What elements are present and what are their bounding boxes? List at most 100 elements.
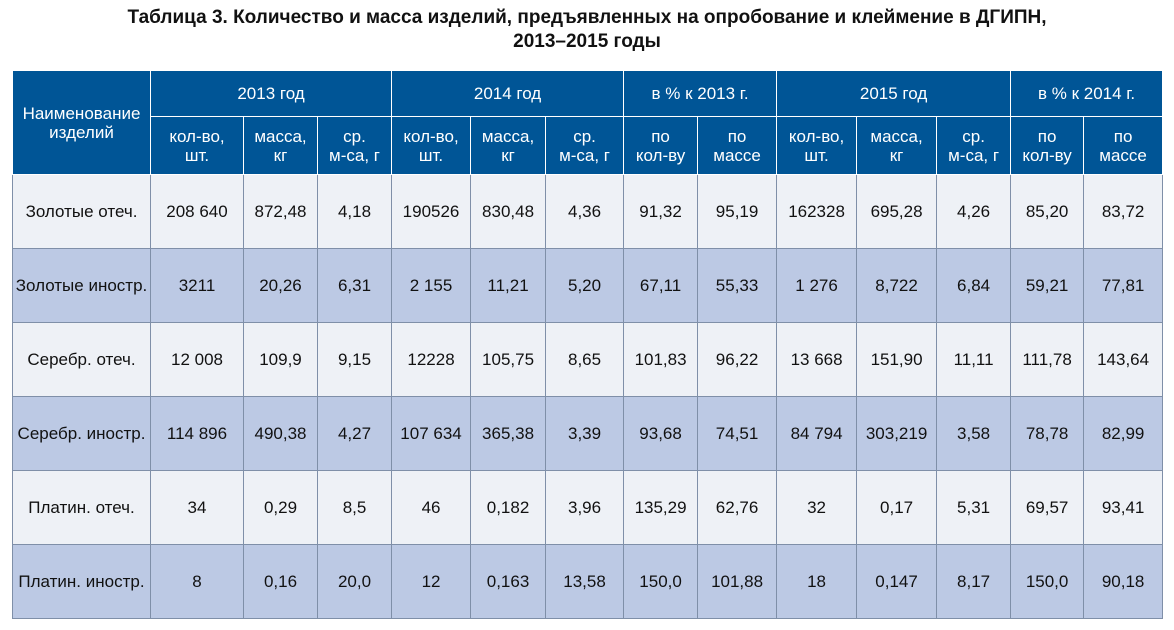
table-cell: 18 [776, 544, 858, 619]
table-cell: 55,33 [697, 248, 778, 323]
table-cell: 0,147 [856, 544, 938, 619]
table-row: Платин. отеч. 34 0,29 8,5 46 0,182 3,96 135,29 6… [12, 470, 1164, 545]
row-name-cell: Серебр. отеч. [12, 322, 151, 397]
table-cell: 3211 [150, 248, 244, 323]
table-cell: 62,76 [697, 470, 778, 545]
table-cell: 151,90 [856, 322, 938, 397]
table-cell: 77,81 [1083, 248, 1164, 323]
table-cell: 4,36 [545, 174, 625, 249]
table-cell: 107 634 [391, 396, 472, 471]
table-cell: 78,78 [1010, 396, 1085, 471]
row-name-cell: Золотые отеч. [12, 174, 151, 249]
table-cell: 74,51 [697, 396, 778, 471]
group-header-pct-2014: в % к 2014 г. [1010, 70, 1164, 117]
table-cell: 150,0 [1010, 544, 1085, 619]
subheader-cell: масса, кг [470, 116, 547, 175]
group-header-2013: 2013 год [149, 70, 393, 117]
subheader-cell: масса, кг [856, 116, 938, 175]
table-row: Платин. иностр. 8 0,16 20,0 12 0,163 13,58 150,… [12, 544, 1164, 619]
table-cell: 0,16 [243, 544, 318, 619]
table-cell: 91,32 [623, 174, 699, 249]
row-name-cell: Золотые иностр. [12, 248, 151, 323]
table-cell: 101,88 [697, 544, 778, 619]
table-cell: 5,31 [936, 470, 1012, 545]
table-cell: 8,65 [545, 322, 625, 397]
table-cell: 90,18 [1083, 544, 1164, 619]
table-cell: 8 [150, 544, 244, 619]
table-cell: 6,84 [936, 248, 1012, 323]
row-name-cell: Платин. иностр. [12, 544, 151, 619]
title-line-1: Таблица 3. Количество и масса изделий, п… [127, 7, 1047, 28]
table-cell: 46 [391, 470, 472, 545]
table-cell: 5,20 [545, 248, 625, 323]
table-cell: 0,163 [470, 544, 547, 619]
table-cell: 3,96 [545, 470, 625, 545]
table-cell: 1 276 [776, 248, 858, 323]
group-header-2014: 2014 год [391, 70, 625, 117]
table-header: Наименование изделий 2013 год 2014 год в… [12, 70, 1164, 175]
table-cell: 8,722 [856, 248, 938, 323]
table-cell: 12228 [391, 322, 472, 397]
table-cell: 34 [150, 470, 244, 545]
table-cell: 101,83 [623, 322, 699, 397]
subheader-cell: ср. м-са, г [545, 116, 625, 175]
table-cell: 150,0 [623, 544, 699, 619]
table-cell: 872,48 [243, 174, 318, 249]
table-cell: 208 640 [150, 174, 244, 249]
table-cell: 162328 [776, 174, 858, 249]
table-cell: 4,18 [316, 174, 393, 249]
table-cell: 67,11 [623, 248, 699, 323]
table-cell: 20,0 [316, 544, 393, 619]
table-cell: 84 794 [776, 396, 858, 471]
table-cell: 6,31 [316, 248, 393, 323]
table-cell: 0,17 [856, 470, 938, 545]
table-cell: 93,68 [623, 396, 699, 471]
table-cell: 303,219 [856, 396, 938, 471]
subheader-cell: ср. м-са, г [316, 116, 393, 175]
group-header-pct-2013: в % к 2013 г. [623, 70, 778, 117]
subheader-cell: по массе [697, 116, 778, 175]
table-cell: 95,19 [697, 174, 778, 249]
table-cell: 2 155 [391, 248, 472, 323]
table-cell: 143,64 [1083, 322, 1164, 397]
data-table: Наименование изделий 2013 год 2014 год в… [12, 70, 1164, 619]
table-cell: 32 [776, 470, 858, 545]
table-cell: 3,58 [936, 396, 1012, 471]
table-cell: 93,41 [1083, 470, 1164, 545]
row-name-cell: Платин. отеч. [12, 470, 151, 545]
table-cell: 111,78 [1010, 322, 1085, 397]
table-cell: 135,29 [623, 470, 699, 545]
table-cell: 190526 [391, 174, 472, 249]
table-cell: 490,38 [243, 396, 318, 471]
subheader-cell: кол-во, шт. [776, 116, 858, 175]
table-cell: 13,58 [545, 544, 625, 619]
table-cell: 85,20 [1010, 174, 1085, 249]
table-body: Золотые отеч. 208 640 872,48 4,18 190526 830,… [12, 174, 1164, 619]
table-cell: 96,22 [697, 322, 778, 397]
table-cell: 12 008 [150, 322, 244, 397]
table-cell: 4,26 [936, 174, 1012, 249]
table-title: Таблица 3. Количество и масса изделий, п… [0, 0, 1174, 58]
table-row: Золотые отеч. 208 640 872,48 4,18 190526 830,… [12, 174, 1164, 249]
table-row: Серебр. отеч. 12 008 109,9 9,15 12228 105,75 8… [12, 322, 1164, 397]
table-row: Золотые иностр. 3211 20,26 6,31 2 155 11,21 5,… [12, 248, 1164, 323]
table-cell: 0,29 [243, 470, 318, 545]
subheader-cell: кол-во, шт. [150, 116, 244, 175]
subheader-cell: по кол-ву [623, 116, 699, 175]
table-cell: 20,26 [243, 248, 318, 323]
table-cell: 109,9 [243, 322, 318, 397]
table-cell: 830,48 [470, 174, 547, 249]
table-cell: 11,21 [470, 248, 547, 323]
table-cell: 0,182 [470, 470, 547, 545]
table-cell: 83,72 [1083, 174, 1164, 249]
subheader-cell: по кол-ву [1010, 116, 1085, 175]
table-cell: 12 [391, 544, 472, 619]
group-header-2015: 2015 год [776, 70, 1012, 117]
title-line-2: 2013–2015 годы [513, 31, 661, 52]
column-header-name: Наименование изделий [12, 70, 151, 175]
subheader-cell: кол-во, шт. [391, 116, 472, 175]
table-cell: 3,39 [545, 396, 625, 471]
table-cell: 695,28 [856, 174, 938, 249]
subheader-cell: масса, кг [243, 116, 318, 175]
table-cell: 365,38 [470, 396, 547, 471]
